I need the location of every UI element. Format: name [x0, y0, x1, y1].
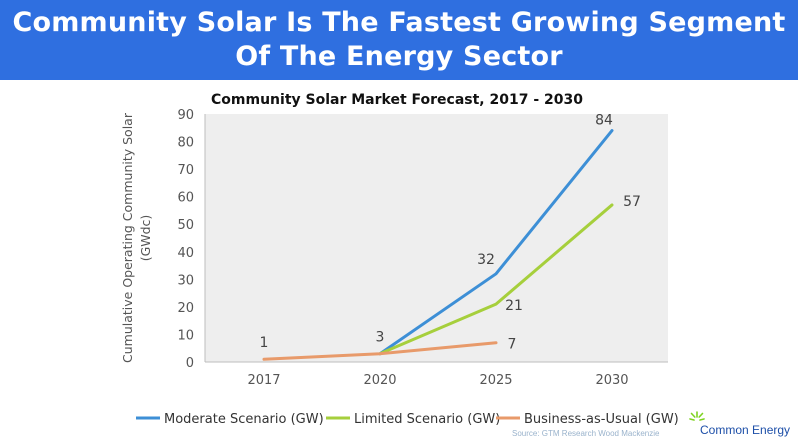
data-label: 1 — [260, 335, 269, 351]
legend-entry: Business-as-Usual (GW) — [524, 412, 679, 427]
chart-svg: Cumulative Operating Community Solar (GW… — [120, 108, 679, 427]
logo-text: Common Energy — [700, 423, 791, 437]
plot-background — [205, 114, 668, 362]
chart-title: Community Solar Market Forecast, 2017 - … — [211, 92, 583, 108]
y-tick-label: 20 — [177, 301, 194, 316]
x-tick-label: 2030 — [595, 373, 628, 388]
data-label: 7 — [508, 337, 517, 353]
series-line — [378, 129, 614, 356]
y-tick-label: 30 — [177, 273, 194, 288]
x-tick-label: 2025 — [479, 373, 512, 388]
y-axis-label-line-1: Cumulative Operating Community Solar — [120, 112, 135, 363]
data-label: 32 — [477, 252, 495, 268]
data-label: 57 — [623, 194, 641, 210]
data-label: 3 — [376, 330, 385, 346]
sunburst-icon — [689, 411, 705, 421]
header-banner: Community Solar Is The Fastest Growing S… — [0, 0, 798, 80]
y-tick-label: 40 — [177, 246, 194, 261]
banner-title-line-1: Community Solar Is The Fastest Growing S… — [12, 7, 786, 38]
y-tick-label: 50 — [177, 218, 194, 233]
y-tick-label: 70 — [177, 163, 194, 178]
y-tick-label: 80 — [177, 136, 194, 151]
x-tick-label: 2020 — [363, 373, 396, 388]
y-tick-label: 0 — [186, 356, 194, 371]
series-lines — [262, 129, 614, 361]
legend-entry: Limited Scenario (GW) — [354, 412, 500, 427]
y-axis-label-line-2: (GWdc) — [138, 215, 153, 262]
banner-title-line-2: Of The Energy Sector — [235, 41, 563, 72]
source-note: Source: GTM Research Wood Mackenzie — [512, 429, 660, 438]
legend-entry: Moderate Scenario (GW) — [164, 412, 324, 427]
data-label: 21 — [505, 298, 523, 314]
y-tick-label: 60 — [177, 191, 194, 206]
series-line — [378, 203, 614, 356]
logo: Common Energy — [686, 408, 796, 438]
legend: Moderate Scenario (GW) Limited Scenario (… — [136, 412, 679, 427]
data-label: 84 — [595, 113, 613, 129]
chart: Cumulative Operating Community Solar (GW… — [112, 88, 682, 442]
x-ticks: 2017 2020 2025 2030 — [247, 373, 628, 388]
x-tick-label: 2017 — [247, 373, 280, 388]
series-line — [262, 341, 498, 361]
y-ticks: 0 10 20 30 40 50 60 70 80 90 — [177, 108, 194, 371]
data-labels: 1 3 32 21 7 84 57 — [260, 113, 641, 353]
y-tick-label: 10 — [177, 328, 194, 343]
y-tick-label: 90 — [177, 108, 194, 123]
